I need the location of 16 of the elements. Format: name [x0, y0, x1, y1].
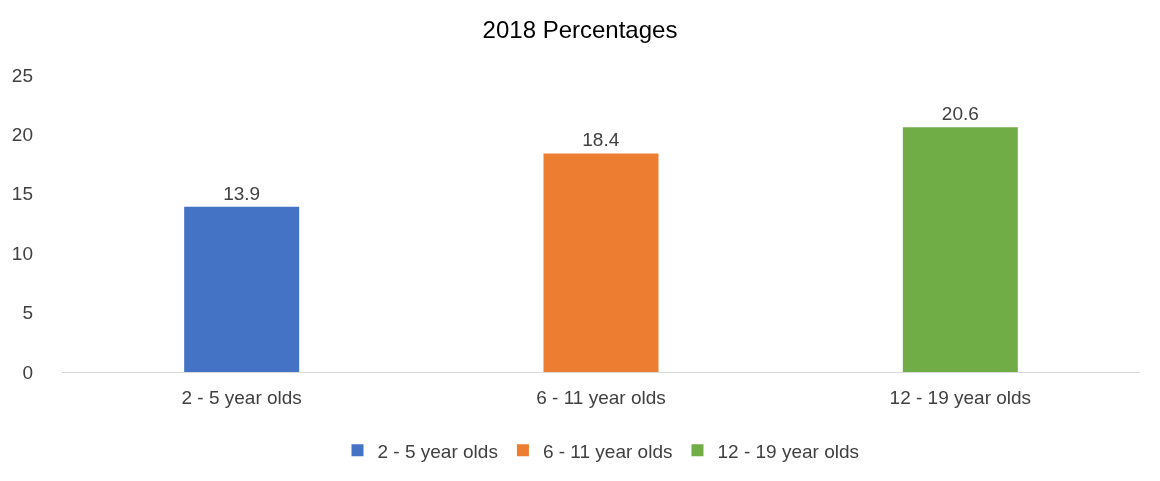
- x-tick-label: 2 - 5 year olds: [181, 386, 302, 408]
- x-tick-label: 6 - 11 year olds: [536, 386, 666, 408]
- y-tick-label: 10: [11, 242, 33, 264]
- legend-label: 12 - 19 year olds: [717, 440, 859, 462]
- y-tick-label: 0: [22, 361, 33, 383]
- y-tick-label: 15: [11, 183, 33, 205]
- chart-title: 2018 Percentages: [482, 16, 678, 44]
- data-label: 13.9: [223, 182, 261, 204]
- legend-label: 2 - 5 year olds: [377, 440, 498, 462]
- y-tick-label: 25: [11, 64, 33, 86]
- data-label: 20.6: [941, 103, 979, 125]
- data-label: 18.4: [582, 129, 620, 151]
- y-tick-label: 5: [22, 302, 33, 324]
- y-tick-label: 20: [11, 124, 33, 146]
- x-tick-label: 12 - 19 year olds: [889, 386, 1032, 408]
- legend-label: 6 - 11 year olds: [542, 440, 673, 462]
